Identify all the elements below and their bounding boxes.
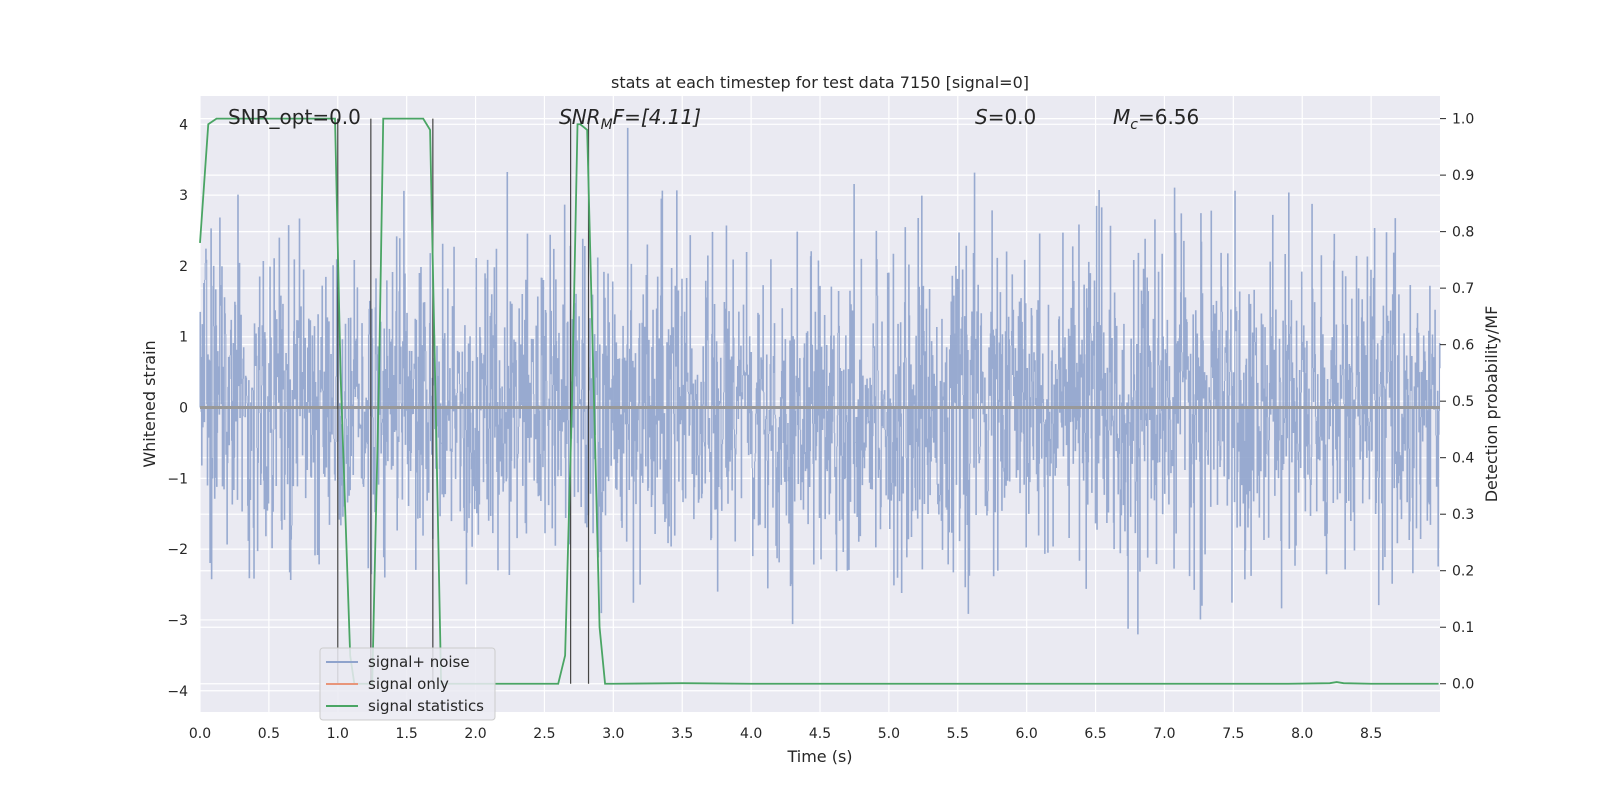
- x-tick-label-11: 5.5: [947, 726, 969, 742]
- legend-label-signal-statistics: signal statistics: [368, 697, 484, 715]
- annotation-s-main: S: [975, 105, 988, 129]
- annotation-mc-tail: =6.56: [1138, 105, 1199, 129]
- x-tick-label-0: 0.0: [189, 726, 211, 742]
- x-tick-label-3: 1.5: [396, 726, 418, 742]
- y2-tick-label-6: 0.4: [1452, 451, 1474, 467]
- y2-tick-label-8: 0.2: [1452, 564, 1474, 580]
- y2-tick-label-10: 0.0: [1452, 677, 1474, 693]
- annotation-snr-mf-sub: M: [601, 117, 613, 133]
- y2-tick-label-0: 1.0: [1452, 112, 1474, 128]
- x-tick-label-16: 8.0: [1291, 726, 1313, 742]
- x-tick-label-15: 7.5: [1222, 726, 1244, 742]
- x-tick-label-1: 0.5: [258, 726, 280, 742]
- series-signal-statistics: [199, 117, 1439, 685]
- annotation-snr-mf: SNRMF=[4.11]: [559, 105, 701, 133]
- y-tick-label-1: 3: [179, 188, 188, 204]
- annotation-mc-sub: c: [1130, 117, 1138, 133]
- signal-statistics-line: [199, 117, 1439, 685]
- x-tick-label-13: 6.5: [1084, 726, 1106, 742]
- x-tick-label-8: 4.0: [740, 726, 762, 742]
- y-tick-label-4: 0: [179, 401, 188, 417]
- y2-axis-label: Detection probability/MF: [1482, 306, 1501, 503]
- legend-label-signal-only: signal only: [368, 675, 449, 693]
- y-tick-label-2: 2: [179, 259, 188, 275]
- legend: signal+ noise signal only signal statist…: [319, 647, 496, 721]
- legend-label-signal-noise: signal+ noise: [368, 653, 470, 671]
- annotation-s: S=0.0: [975, 105, 1036, 129]
- y-tick-label-6: −2: [167, 542, 188, 558]
- chart-title: stats at each timestep for test data 715…: [611, 73, 1029, 92]
- x-tick-label-2: 1.0: [327, 726, 349, 742]
- x-tick-label-12: 6.0: [1016, 726, 1038, 742]
- y-tick-label-5: −1: [167, 471, 188, 487]
- annotation-s-tail: =0.0: [988, 105, 1037, 129]
- annotation-snr-mf-main: SNR: [559, 105, 601, 129]
- x-tick-label-6: 3.0: [602, 726, 624, 742]
- y-tick-label-3: 1: [179, 330, 188, 346]
- y-tick-label-7: −3: [167, 613, 188, 629]
- y2-tick-label-9: 0.1: [1452, 620, 1474, 636]
- legend-box: [319, 647, 496, 721]
- y2-tick-label-5: 0.5: [1452, 394, 1474, 410]
- x-tick-label-10: 5.0: [878, 726, 900, 742]
- x-tick-label-9: 4.5: [809, 726, 831, 742]
- x-tick-label-17: 8.5: [1360, 726, 1382, 742]
- x-tick-label-7: 3.5: [671, 726, 693, 742]
- y2-tick-labels: 1.0 0.9 0.8 0.7 0.6 0.5 0.4 0.3 0.2 0.1 0.0: [1440, 112, 1474, 693]
- x-tick-label-4: 2.0: [464, 726, 486, 742]
- annotation-snr-mf-tail-italic: F=[4.11]: [613, 105, 701, 129]
- annotation-mc: Mc=6.56: [1113, 105, 1199, 133]
- y2-tick-label-1: 0.9: [1452, 168, 1474, 184]
- y-tick-label-8: −4: [167, 684, 188, 700]
- y2-tick-label-2: 0.8: [1452, 225, 1474, 241]
- y2-tick-label-7: 0.3: [1452, 507, 1474, 523]
- y2-tick-label-3: 0.7: [1452, 281, 1474, 297]
- x-tick-label-5: 2.5: [533, 726, 555, 742]
- x-tick-labels: 0.0 0.5 1.0 1.5 2.0 2.5 3.0 3.5 4.0 4.5 5.0 5.5 6.0 6…: [189, 726, 1382, 742]
- y-tick-labels: 4 3 2 1 0 −1 −2 −3 −4: [167, 117, 188, 699]
- y2-tick-label-4: 0.6: [1452, 338, 1474, 354]
- y-axis-label: Whitened strain: [140, 340, 159, 467]
- x-tick-label-14: 7.0: [1153, 726, 1175, 742]
- x-axis-label: Time (s): [786, 747, 852, 766]
- annotation-snr-opt: SNR_opt=0.0: [228, 105, 361, 129]
- annotation-mc-main: M: [1113, 105, 1130, 129]
- y-tick-label-0: 4: [179, 117, 188, 133]
